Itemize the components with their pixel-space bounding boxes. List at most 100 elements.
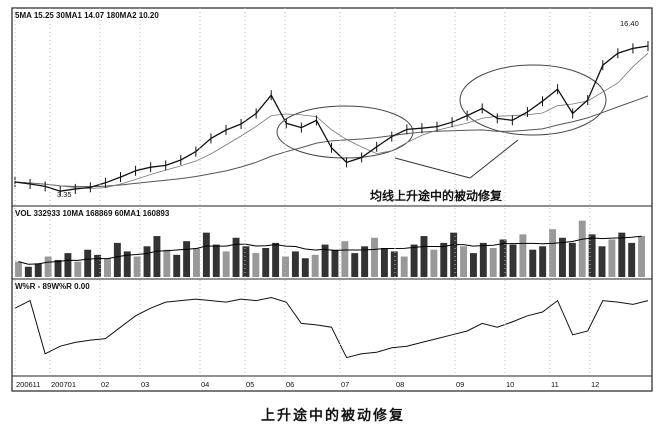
x-tick-label: 06 [286,380,294,389]
x-axis: 200611 200701 02 03 04 05 06 07 08 09 10 11 12 [14,8,599,389]
volume-bar [558,237,566,277]
volume-bar [123,251,131,277]
volume-bar [113,242,121,277]
volume-bar [153,236,161,277]
volume-bar [15,261,22,277]
volume-bar [54,259,62,277]
volume-bar [163,249,171,277]
volume-bar [539,246,547,277]
volume-bar [84,249,92,277]
volume-bar [64,253,72,277]
high-label: 16.40 [620,19,639,28]
highlight-ellipse-1 [276,105,414,159]
x-tick-label: 05 [246,380,254,389]
annotation-arrow-2 [469,139,519,179]
volume-bar [549,229,557,277]
volume-bar [282,256,289,277]
wr-series [14,297,649,359]
volume-bar [212,244,220,277]
volume-bar [193,248,200,277]
volume-bar [361,246,369,277]
low-label: 3.35 [57,190,72,199]
annotation-text: 均线上升途中的被动修复 [370,188,503,203]
volume-bar [242,246,250,277]
x-tick-label: 200611 [16,380,40,389]
ma180-line [14,95,649,188]
volume-bar [262,248,270,277]
volume-bar [440,242,448,277]
volume-bar [469,253,477,277]
volume-bar [202,232,210,277]
volume-bar [390,251,398,277]
volume-bar [371,237,378,277]
volume-bar [380,248,388,277]
volume-bar [519,234,527,277]
x-tick-label: 03 [141,380,149,389]
volume-bar [509,244,517,277]
wr-legend: W%R - 89W%R 0.00 [15,282,90,291]
volume-bar [499,239,507,277]
volume-bar [311,254,319,277]
price-series [14,41,649,197]
volume-bar [479,242,487,277]
volume-bar [400,256,408,277]
volume-legend: VOL 332933 10MA 168869 60MA1 160893 [15,209,170,218]
volume-bar [410,244,418,277]
x-tick-label: 10 [506,380,514,389]
volume-bar [94,254,102,277]
volume-bar [341,241,349,277]
volume-bar [173,254,181,277]
x-tick-label: 04 [201,380,209,389]
stock-chart: 5MA 15.25 30MA1 14.07 180MA2 10.20 VOL 3… [11,7,653,392]
figure-caption: 上升途中的被动修复 [261,408,405,424]
volume-bar [24,266,32,277]
volume-bar [489,248,497,277]
chart-frame [11,7,653,392]
volume-bar [578,220,586,277]
volume-bar [301,258,309,277]
volume-bar [321,244,329,277]
vol-ma10-line [18,235,642,265]
x-tick-label: 200701 [51,380,76,389]
volume-bar [143,246,151,277]
volume-bar [222,251,230,277]
volume-bar [568,242,576,277]
x-tick-label: 09 [456,380,464,389]
volume-bar [598,246,606,277]
volume-bar [291,251,299,277]
price-line [14,45,649,192]
annotation-arrow-1 [394,157,471,179]
volume-bar [272,242,280,277]
volume-bar [183,241,191,277]
price-legend: 5MA 15.25 30MA1 14.07 180MA2 10.20 [15,11,159,20]
x-tick-label: 11 [551,380,559,389]
volume-bar [133,256,141,277]
volume-bar [351,253,359,277]
volume-series [15,220,646,277]
x-tick-label: 07 [341,380,349,389]
volume-bar [450,232,458,277]
x-tick-label: 08 [396,380,404,389]
volume-bar [588,234,596,277]
volume-bar [529,249,537,277]
volume-bar [104,258,111,277]
volume-bar [34,263,42,277]
volume-bar [628,242,636,277]
volume-bar [331,249,339,277]
volume-bar [420,236,428,277]
volume-bar [618,232,626,277]
volume-bar [232,237,240,277]
highlight-ellipse-2 [459,64,607,136]
volume-bar [74,261,82,277]
volume-bar [430,249,438,277]
ma30-line [14,52,649,189]
volume-bar [252,253,260,277]
volume-bar [638,236,646,277]
volume-bar [608,239,616,277]
x-tick-label: 12 [591,380,599,389]
volume-bar [460,246,468,277]
volume-bar [44,256,52,277]
wr-line [14,297,649,359]
x-tick-label: 02 [101,380,109,389]
